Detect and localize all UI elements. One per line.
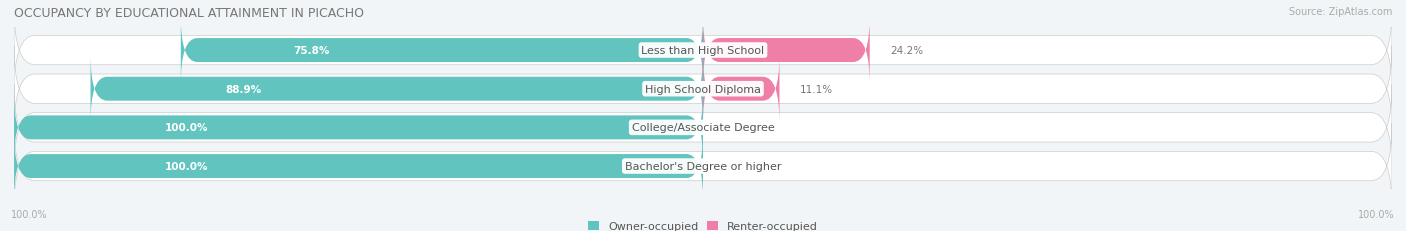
Text: 11.1%: 11.1%	[800, 84, 834, 94]
FancyBboxPatch shape	[90, 55, 703, 124]
Text: Bachelor's Degree or higher: Bachelor's Degree or higher	[624, 161, 782, 171]
Text: 24.2%: 24.2%	[890, 46, 924, 56]
FancyBboxPatch shape	[14, 85, 1392, 171]
Text: High School Diploma: High School Diploma	[645, 84, 761, 94]
FancyBboxPatch shape	[14, 94, 703, 162]
FancyBboxPatch shape	[703, 55, 779, 124]
FancyBboxPatch shape	[703, 17, 870, 85]
Text: 100.0%: 100.0%	[1358, 209, 1395, 219]
Text: Less than High School: Less than High School	[641, 46, 765, 56]
Text: 88.9%: 88.9%	[225, 84, 262, 94]
Text: 0.0%: 0.0%	[738, 123, 763, 133]
FancyBboxPatch shape	[181, 17, 703, 85]
FancyBboxPatch shape	[14, 132, 703, 201]
Text: 75.8%: 75.8%	[292, 46, 329, 56]
FancyBboxPatch shape	[14, 46, 1392, 132]
Text: 100.0%: 100.0%	[165, 161, 208, 171]
Text: 100.0%: 100.0%	[165, 123, 208, 133]
Text: College/Associate Degree: College/Associate Degree	[631, 123, 775, 133]
Text: 0.0%: 0.0%	[738, 161, 763, 171]
FancyBboxPatch shape	[14, 123, 1392, 210]
Text: Source: ZipAtlas.com: Source: ZipAtlas.com	[1288, 7, 1392, 17]
Text: 100.0%: 100.0%	[11, 209, 48, 219]
FancyBboxPatch shape	[14, 8, 1392, 94]
Legend: Owner-occupied, Renter-occupied: Owner-occupied, Renter-occupied	[583, 216, 823, 231]
Text: OCCUPANCY BY EDUCATIONAL ATTAINMENT IN PICACHO: OCCUPANCY BY EDUCATIONAL ATTAINMENT IN P…	[14, 7, 364, 20]
